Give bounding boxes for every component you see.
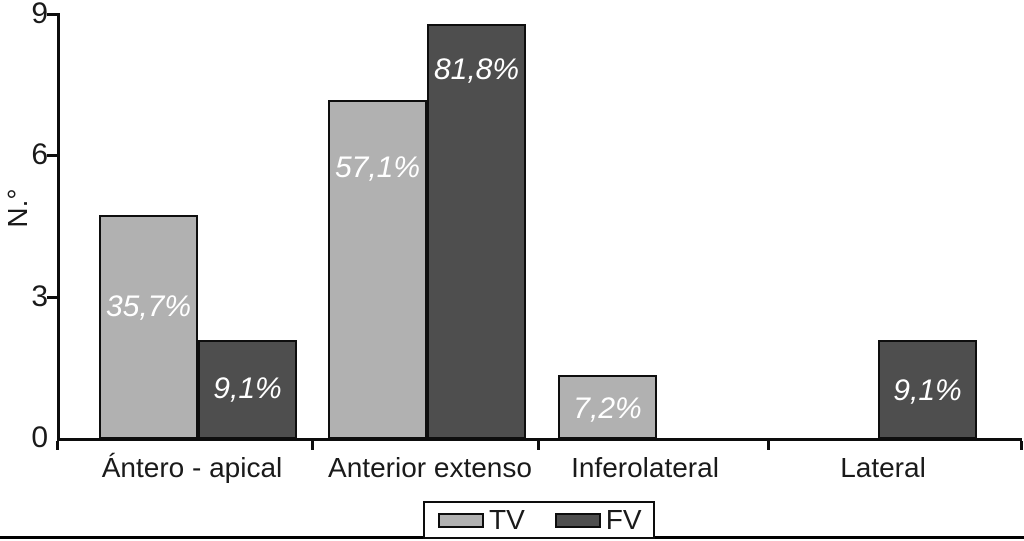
bar-tv-ntero-apical [99, 215, 198, 439]
x-tick-0 [56, 441, 59, 450]
y-tick-9 [47, 13, 57, 16]
y-tick-6 [47, 154, 57, 157]
bar-fv-anterior-extenso [427, 24, 526, 439]
y-tick-label-0: 0 [31, 421, 48, 454]
legend-item-tv: TV [438, 506, 525, 534]
legend: TV FV [423, 501, 655, 539]
y-axis-line [57, 13, 60, 441]
category-label-ntero-apical: Ántero - apical [101, 452, 283, 483]
bar-fv-ntero-apical [198, 340, 297, 439]
x-tick-3 [767, 441, 770, 450]
category-label-lateral: Lateral [840, 452, 926, 483]
y-axis-title: N.° [2, 188, 33, 228]
y-tick-label-3: 3 [31, 280, 48, 313]
legend-label-tv: TV [489, 504, 525, 535]
bar-value-label-tv-anterior-extenso: 57,1% [334, 151, 421, 184]
bar-tv-anterior-extenso [328, 100, 427, 439]
bar-value-label-fv-anterior-extenso: 81,8% [433, 53, 520, 86]
y-tick-label-6: 6 [31, 138, 48, 171]
bar-fv-lateral [878, 340, 977, 439]
legend-swatch-tv [438, 512, 484, 528]
category-label-anterior-extenso: Anterior extenso [328, 452, 532, 483]
x-axis-line [57, 438, 1022, 441]
y-tick-3 [47, 296, 57, 299]
legend-swatch-fv [554, 512, 601, 528]
legend-label-fv: FV [605, 504, 642, 535]
x-tick-2 [537, 441, 540, 450]
x-tick-4 [1020, 441, 1023, 450]
bar-value-label-tv-inferolateral: 7,2% [573, 392, 642, 425]
y-tick-label-9: 9 [31, 0, 48, 30]
x-tick-1 [311, 441, 314, 450]
bar-value-label-tv-ntero-apical: 35,7% [105, 290, 192, 323]
legend-item-fv: FV [554, 504, 642, 535]
bar-value-label-fv-ntero-apical: 9,1% [213, 372, 282, 405]
bar-tv-inferolateral [558, 375, 657, 439]
category-label-inferolateral: Inferolateral [571, 452, 719, 483]
bar-value-label-fv-lateral: 9,1% [893, 374, 962, 407]
